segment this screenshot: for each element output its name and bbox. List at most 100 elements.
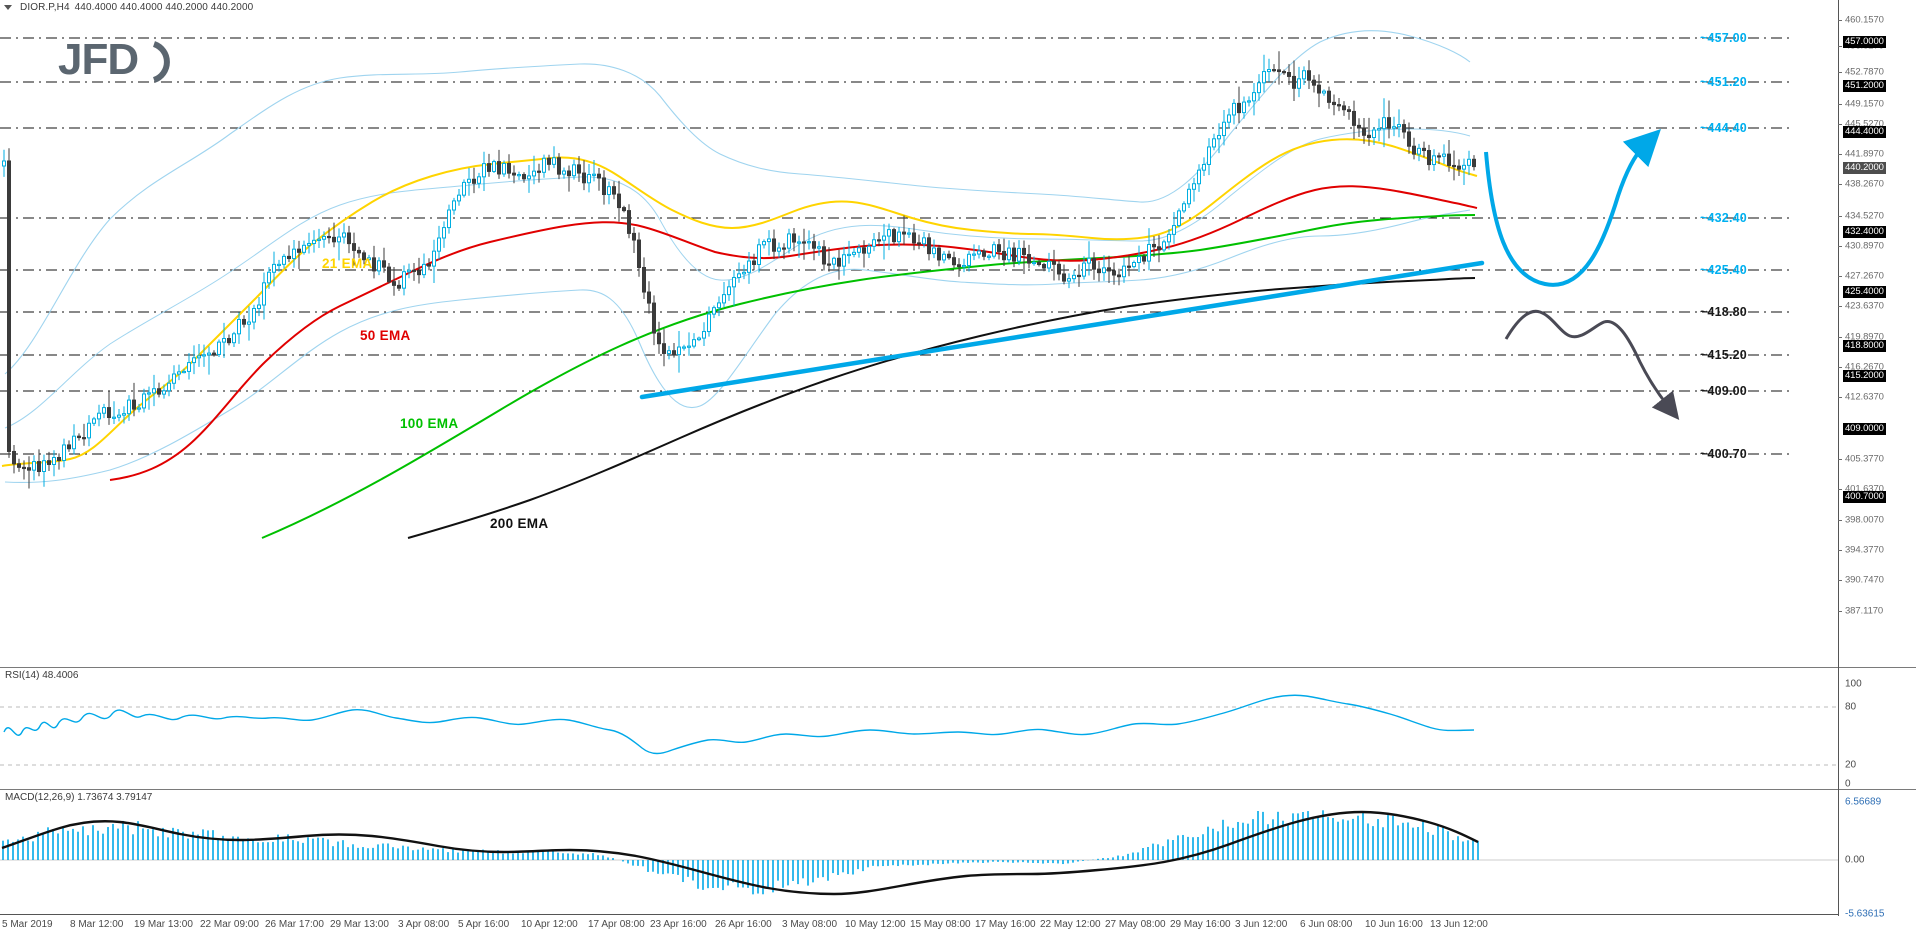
candle-body	[652, 302, 656, 334]
candle-body	[1232, 102, 1236, 116]
candle-body	[677, 346, 681, 356]
candle-body	[787, 233, 791, 249]
candle-body	[302, 244, 306, 253]
candle-body	[372, 257, 376, 272]
candle-body	[882, 235, 886, 241]
candle-body	[137, 407, 141, 410]
candle-body	[872, 239, 876, 247]
candle-body	[1022, 247, 1026, 256]
price-tick-mark	[1838, 580, 1842, 581]
candle-body	[37, 461, 41, 473]
candle-body	[1342, 105, 1346, 111]
price-axis-tick-label: 434.5270	[1845, 210, 1884, 222]
candle-body	[287, 255, 291, 260]
candle-body	[47, 460, 51, 465]
level-annotation: ~418.80	[1700, 305, 1747, 319]
candle-body	[1422, 147, 1426, 152]
price-axis-tick-label: 423.6370	[1845, 300, 1884, 312]
time-axis-label: 3 Jun 12:00	[1235, 919, 1288, 930]
price-tick-mark	[1838, 104, 1842, 105]
candle-body	[1037, 261, 1041, 266]
candle-body	[1282, 71, 1286, 74]
candle-body	[1112, 270, 1116, 276]
candle-body	[967, 253, 971, 266]
candle-body	[452, 200, 456, 211]
candle-body	[1297, 78, 1301, 89]
candle-body	[447, 209, 451, 229]
price-axis-level-label: 425.4000	[1843, 286, 1886, 298]
ema-100-line	[261, 214, 1476, 539]
time-axis-label: 23 Apr 16:00	[650, 919, 707, 930]
price-axis-tick-label: 460.1570	[1845, 14, 1884, 26]
price-axis-current-label: 440.2000	[1843, 162, 1886, 174]
candle-body	[502, 162, 506, 175]
candle-body	[1362, 127, 1366, 136]
candle-body	[557, 157, 561, 175]
candle-body	[192, 357, 196, 364]
candle-body	[1372, 129, 1376, 139]
time-axis-label: 5 Mar 2019	[2, 919, 53, 930]
candle-body	[222, 338, 226, 343]
candle-body	[877, 239, 881, 242]
level-annotation: ~444.40	[1700, 121, 1747, 135]
candle-body	[12, 450, 16, 465]
macd-pane[interactable]: MACD(12,26,9) 1.73674 3.79147 6.56689 0.0…	[0, 789, 1916, 920]
candle-body	[962, 264, 966, 268]
candle-body	[567, 170, 571, 177]
candle-body	[7, 160, 11, 452]
candle-body	[62, 444, 66, 461]
candle-body	[52, 456, 56, 465]
candle-body	[687, 345, 691, 348]
candle-body	[902, 231, 906, 235]
candle-body	[1332, 101, 1336, 106]
candle-body	[397, 284, 401, 289]
time-axis-label: 3 May 08:00	[782, 919, 838, 930]
price-tick-mark	[1838, 397, 1842, 398]
candle-body	[1227, 114, 1231, 123]
jfd-logo: JFD	[58, 36, 170, 84]
candle-body	[832, 257, 836, 265]
candle-body	[107, 407, 111, 419]
candle-body	[827, 263, 831, 266]
candle-body	[937, 247, 941, 261]
rsi-axis-label: 0	[1845, 778, 1851, 790]
candle-body	[717, 302, 721, 309]
candle-body	[742, 271, 746, 275]
level-annotation: ~415.20	[1700, 348, 1747, 362]
candle-body	[547, 157, 551, 165]
candle-body	[507, 162, 511, 174]
triangle-down-icon[interactable]	[4, 4, 12, 10]
candle-body	[622, 207, 626, 212]
candle-body	[1077, 274, 1081, 278]
svg-text:JFD: JFD	[58, 36, 138, 84]
candle-body	[1287, 72, 1291, 77]
price-axis-level-label: 400.7000	[1843, 491, 1886, 503]
bullish-projection-path	[1484, 129, 1661, 287]
candle-body	[1102, 267, 1106, 274]
candle-body	[817, 246, 821, 249]
candle-body	[1412, 145, 1416, 155]
candle-body	[1132, 262, 1136, 268]
candle-body	[887, 229, 891, 237]
candle-body	[1017, 247, 1021, 262]
candle-body	[647, 291, 651, 304]
candle-body	[127, 399, 131, 415]
candle-body	[1352, 110, 1356, 126]
candle-body	[362, 252, 366, 261]
price-axis-tick-label: 427.2670	[1845, 270, 1884, 282]
candle-body	[162, 390, 166, 395]
price-axis-level-label: 451.2000	[1843, 80, 1886, 92]
candle-body	[327, 235, 331, 239]
candle-body	[382, 260, 386, 268]
candle-body	[172, 373, 176, 384]
macd-title: MACD(12,26,9) 1.73674 3.79147	[5, 792, 153, 803]
candle-body	[637, 239, 641, 268]
rsi-pane[interactable]: RSI(14) 48.4006 100 80 20 0	[0, 667, 1916, 790]
candle-body	[1247, 100, 1251, 103]
price-pane[interactable]: JFD	[0, 14, 1916, 541]
candle-body	[522, 174, 526, 180]
candle-body	[1172, 225, 1176, 235]
candle-body	[752, 260, 756, 265]
candle-body	[337, 236, 341, 243]
level-annotation: ~425.40	[1700, 263, 1747, 277]
